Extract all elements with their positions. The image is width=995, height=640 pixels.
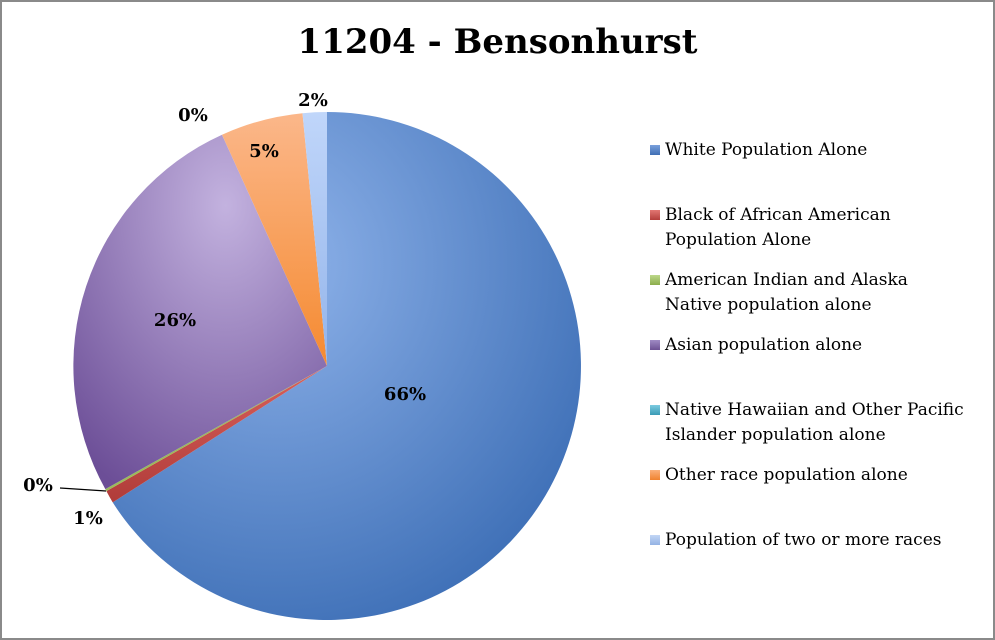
legend-swatch-black bbox=[650, 210, 660, 220]
label-black: 1% bbox=[73, 508, 103, 529]
chart-title: 11204 - Bensonhurst bbox=[297, 22, 698, 62]
legend-label: Population Alone bbox=[665, 230, 812, 250]
leader-line bbox=[59, 487, 107, 492]
legend-label: Black of African American bbox=[665, 205, 891, 225]
slice-black bbox=[106, 366, 328, 503]
legend-swatch-amind bbox=[650, 275, 660, 285]
slice-two bbox=[302, 112, 327, 366]
slice-asian bbox=[73, 134, 327, 490]
label-other: 5% bbox=[249, 141, 279, 162]
label-amind: 0% bbox=[23, 475, 53, 496]
label-nhpi: 0% bbox=[178, 105, 208, 126]
legend-swatch-white bbox=[650, 145, 660, 155]
slice-other bbox=[222, 113, 327, 366]
legend-label: White Population Alone bbox=[665, 140, 868, 160]
legend-label: American Indian and Alaska bbox=[665, 270, 908, 290]
legend-label: Asian population alone bbox=[665, 335, 863, 355]
legend-label: Other race population alone bbox=[665, 465, 908, 485]
legend-label: Islander population alone bbox=[665, 425, 886, 445]
legend-label: Native population alone bbox=[665, 295, 872, 315]
slice-amind bbox=[105, 366, 327, 492]
legend-swatch-other bbox=[650, 470, 660, 480]
legend-swatch-nhpi bbox=[650, 405, 660, 415]
label-white: 66% bbox=[384, 384, 426, 405]
legend-label: Population of two or more races bbox=[665, 530, 942, 550]
legend-label: Native Hawaiian and Other Pacific bbox=[665, 400, 964, 420]
legend-swatch-two bbox=[650, 535, 660, 545]
label-two: 2% bbox=[298, 90, 328, 111]
slice-white bbox=[112, 112, 581, 620]
legend-swatch-asian bbox=[650, 340, 660, 350]
label-asian: 26% bbox=[154, 310, 196, 331]
